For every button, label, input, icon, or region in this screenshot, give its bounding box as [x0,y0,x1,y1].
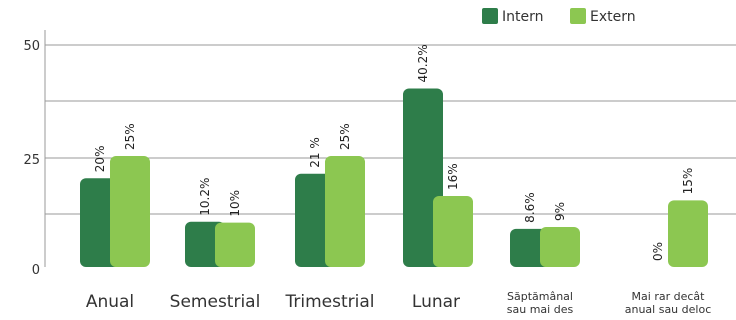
bars [80,88,708,268]
data-label-intern: 8.6% [523,192,537,223]
data-labels: 20% 25% 10.2% 10% 21 % 25% 40.2% 16% 8.6% 9% 0% 15% [93,44,695,261]
category-label: Lunar [412,292,460,312]
y-tick-label: 0 [32,263,40,278]
category-label: Trimestrial [285,292,375,312]
category-label: Anual [86,292,134,312]
y-axis: 0 25 50 [23,39,40,278]
bar-extern [325,156,365,267]
legend-label: Intern [502,9,544,25]
data-label-extern: 25% [123,123,137,150]
grid-lines [44,30,736,267]
category-label: Săptămânal sau mai des [507,290,574,316]
legend: Intern Extern [482,8,636,25]
data-label-intern: 21 % [308,137,322,168]
legend-swatch [482,8,498,24]
data-label-intern: 10.2% [198,178,212,216]
data-label-extern: 15% [681,168,695,195]
data-label-extern: 9% [553,202,567,221]
category-label: Mai rar decât anual sau deloc [625,290,712,316]
data-label-intern: 20% [93,146,107,173]
data-label-intern: 0% [651,242,665,261]
legend-swatch [570,8,586,24]
y-tick-label: 25 [23,153,40,168]
bar-extern [433,195,473,267]
data-label-intern: 40.2% [416,44,430,82]
bar-extern [215,222,255,267]
bar-extern [110,156,150,267]
legend-item-extern: Extern [570,8,636,25]
legend-label: Extern [590,9,636,25]
category-label: Semestrial [170,292,261,312]
x-axis-labels: Anual Semestrial Trimestrial Lunar Săptămâna… [86,290,711,316]
data-label-extern: 16% [446,163,460,190]
legend-item-intern: Intern [482,8,544,25]
y-tick-label: 50 [23,39,40,54]
bar-extern [540,227,580,267]
data-label-extern: 10% [228,190,242,217]
bar-extern [668,200,708,267]
data-label-extern: 25% [338,123,352,150]
